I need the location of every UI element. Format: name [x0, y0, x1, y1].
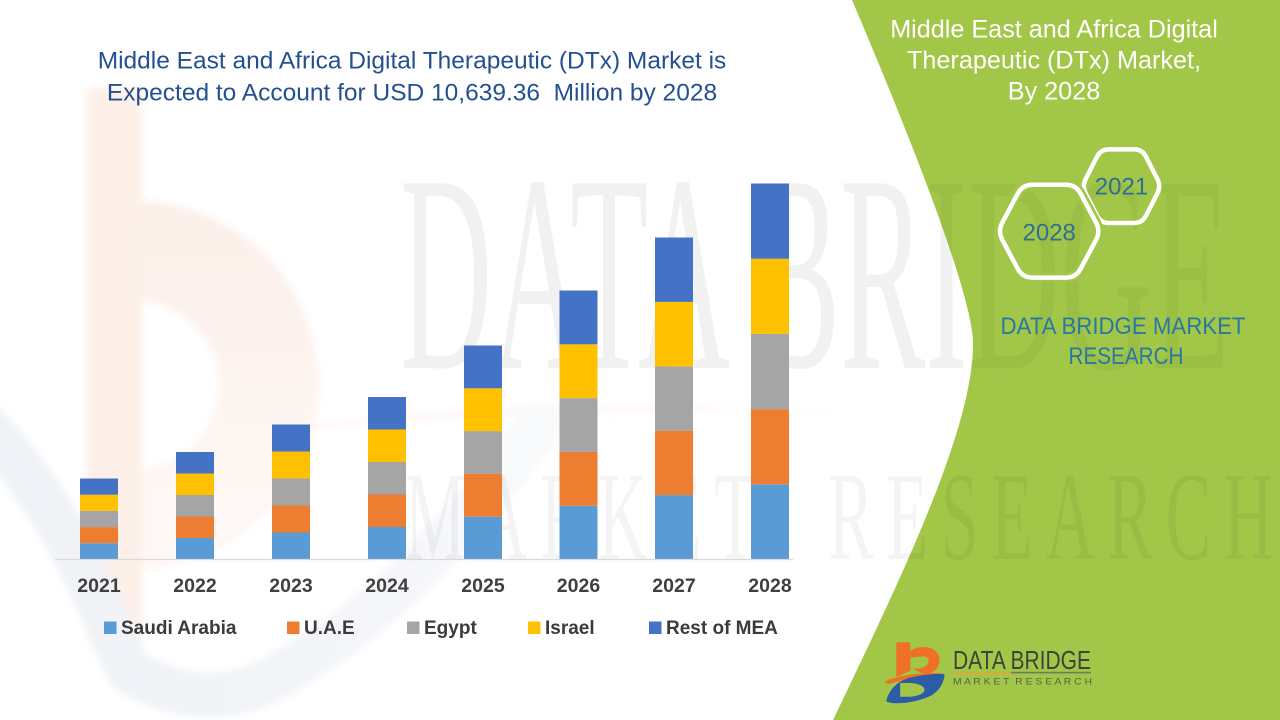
svg-text:2024: 2024 [365, 575, 409, 597]
svg-text:2028: 2028 [748, 575, 792, 597]
svg-text:Egypt: Egypt [424, 618, 477, 639]
svg-text:DATA BRIDGE: DATA BRIDGE [953, 645, 1091, 675]
svg-text:U.A.E: U.A.E [304, 618, 355, 639]
svg-text:Middle East and Africa Digital: Middle East and Africa Digital [890, 16, 1218, 44]
svg-text:2021: 2021 [77, 575, 121, 597]
svg-text:Saudi Arabia: Saudi Arabia [121, 618, 237, 639]
svg-text:Israel: Israel [545, 618, 595, 639]
svg-text:RESEARCH: RESEARCH [1069, 343, 1184, 370]
svg-text:2026: 2026 [557, 575, 601, 597]
svg-text:2028: 2028 [1023, 220, 1076, 247]
svg-text:2025: 2025 [461, 575, 505, 597]
svg-text:Therapeutic (DTx) Market,: Therapeutic (DTx) Market, [907, 47, 1201, 75]
svg-text:M A R K E T R E S E A R C H: M A R K E T R E S E A R C H [953, 677, 1092, 688]
svg-text:Rest of MEA: Rest of MEA [666, 618, 778, 639]
svg-text:Expected to Account for USD 10: Expected to Account for USD 10,639.36 Mi… [107, 80, 717, 107]
svg-text:2027: 2027 [652, 575, 695, 597]
svg-text:2021: 2021 [1095, 174, 1148, 201]
svg-text:2022: 2022 [173, 575, 217, 597]
svg-text:2023: 2023 [269, 575, 313, 597]
svg-text:DATA BRIDGE MARKET: DATA BRIDGE MARKET [1001, 313, 1246, 340]
svg-text:By 2028: By 2028 [1008, 78, 1100, 106]
svg-text:Middle East and Africa Digital: Middle East and Africa Digital Therapeut… [98, 48, 727, 75]
